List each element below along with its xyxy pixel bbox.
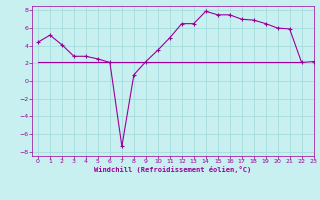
- X-axis label: Windchill (Refroidissement éolien,°C): Windchill (Refroidissement éolien,°C): [94, 166, 252, 173]
